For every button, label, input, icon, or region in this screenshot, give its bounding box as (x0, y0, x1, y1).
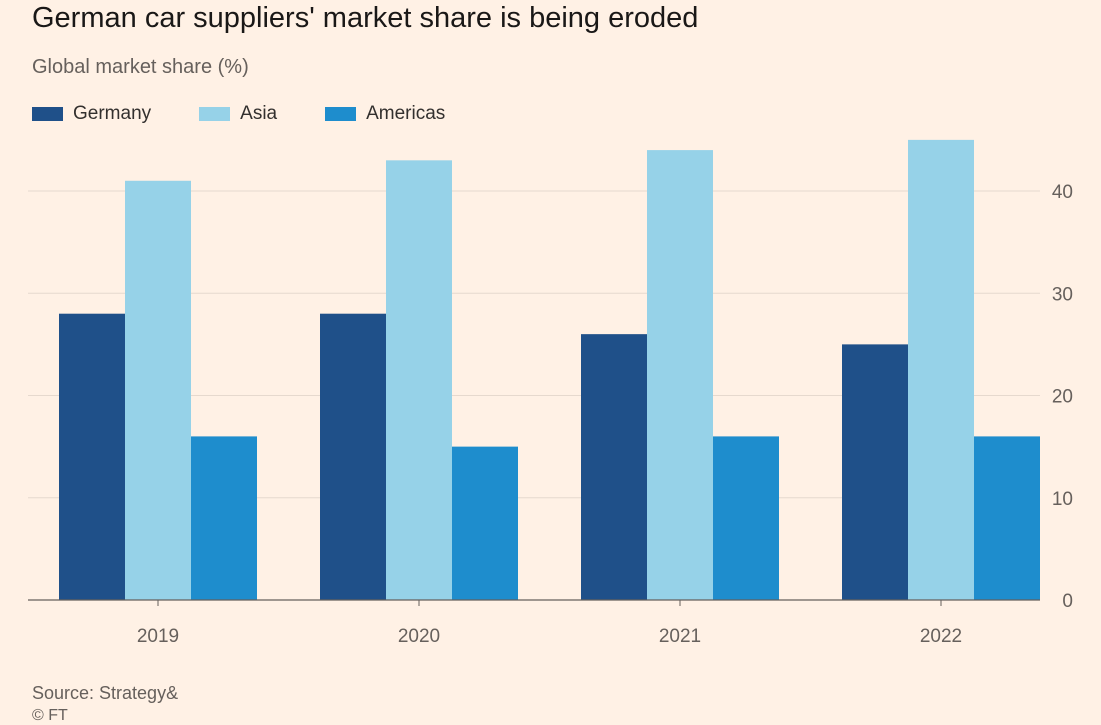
legend-item-asia: Asia (199, 103, 277, 125)
y-tick-label: 40 (1052, 182, 1073, 203)
bar-americas-2021 (713, 436, 779, 600)
bar-asia-2021 (647, 150, 713, 600)
x-tick-label: 2021 (659, 626, 701, 647)
y-tick-label: 30 (1052, 284, 1073, 305)
legend-swatch-germany (32, 107, 63, 121)
legend-label-americas: Americas (366, 103, 446, 124)
legend-item-germany: Germany (32, 103, 151, 125)
chart-legend: Germany Asia Americas (32, 102, 493, 126)
bar-asia-2022 (908, 139, 974, 600)
bar-germany-2019 (59, 313, 125, 600)
x-tick-label: 2022 (920, 626, 962, 647)
chart-title: German car suppliers' market share is be… (32, 2, 699, 34)
y-tick-label: 0 (1062, 591, 1073, 612)
bar-germany-2020 (320, 313, 386, 600)
legend-swatch-americas (325, 107, 357, 121)
y-tick-label: 20 (1052, 387, 1073, 408)
bar-asia-2019 (125, 180, 191, 600)
bar-americas-2022 (974, 436, 1040, 600)
bar-asia-2020 (386, 160, 452, 600)
legend-label-asia: Asia (240, 103, 278, 124)
x-tick-label: 2020 (398, 626, 440, 647)
source-note: Source: Strategy& (32, 683, 179, 703)
legend-item-americas: Americas (325, 103, 445, 125)
legend-label-germany: Germany (73, 103, 152, 124)
bar-germany-2022 (842, 344, 908, 600)
chart-subtitle: Global market share (%) (32, 56, 249, 78)
legend-swatch-asia (199, 107, 231, 121)
bar-americas-2019 (191, 436, 257, 600)
bar-americas-2020 (452, 446, 518, 600)
ft-copyright: © FT (32, 707, 68, 724)
y-tick-label: 10 (1052, 489, 1073, 510)
x-tick-label: 2019 (137, 626, 179, 647)
bar-germany-2021 (581, 334, 647, 600)
